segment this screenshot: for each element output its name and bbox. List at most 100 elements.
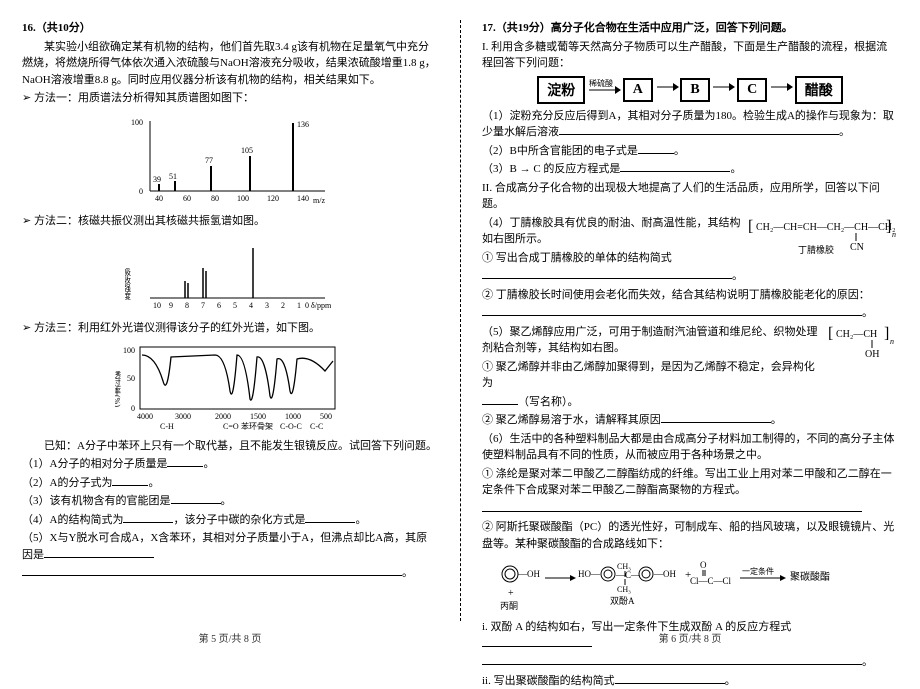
svg-text:51: 51	[169, 172, 177, 181]
left-column: 16.（共10分） 某实验小组欲确定某有机物的结构，他们首先取3.4 g该有机物…	[0, 0, 460, 620]
svg-text:100: 100	[123, 346, 135, 355]
svg-text:4000: 4000	[137, 412, 153, 421]
q17-1: （1）淀粉充分反应后得到A，其相对分子质量为180。检验生成A的操作与现象为：取…	[482, 108, 898, 141]
svg-text:6: 6	[217, 301, 221, 310]
q16-4: （4）A的结构简式为，该分子中碳的杂化方式是。	[22, 512, 438, 529]
pva-structure: [ CH₂—CH ] n OH	[828, 324, 898, 365]
footer-right: 第 6 页/共 8 页	[460, 630, 920, 645]
svg-text:40: 40	[155, 194, 163, 203]
svg-text:+: +	[508, 588, 514, 599]
q17-6-ii: ii. 写出聚碳酸酯的结构简式。	[482, 673, 898, 689]
svg-text:—OH: —OH	[517, 569, 540, 579]
svg-text:0: 0	[139, 187, 143, 196]
svg-text:77: 77	[205, 156, 213, 165]
svg-text:CH₂—CH=CH—CH₂—CH—CH₂: CH₂—CH=CH—CH₂—CH—CH₂	[756, 222, 895, 233]
svg-text:吸收强度: 吸收强度	[125, 268, 132, 301]
svg-text:C-O-C: C-O-C	[280, 422, 302, 431]
svg-text:丁腈橡胶: 丁腈橡胶	[798, 244, 834, 255]
svg-text:HO—: HO—	[578, 569, 601, 579]
svg-text:0: 0	[131, 404, 135, 413]
q16-5: （5）X与Y脱水可合成A，X含苯环，其相对分子质量小于A，但沸点却比A高，其原因…	[22, 530, 438, 563]
ir-chart: 透过率(%) 100 50 0 4000 3000 2000 1500 1000…	[22, 341, 438, 434]
svg-text:[: [	[748, 218, 753, 235]
svg-text:2000: 2000	[215, 412, 231, 421]
svg-text:1500: 1500	[250, 412, 266, 421]
svg-text:—C—: —C—	[615, 570, 641, 580]
q17-II: II. 合成高分子化合物的出现极大地提高了人们的生活品质，应用所学，回答以下问题…	[482, 180, 898, 213]
svg-text:一定条件: 一定条件	[742, 566, 774, 576]
svg-text:丙酮: 丙酮	[500, 601, 518, 611]
q16-3: （3）该有机物含有的官能团是。	[22, 493, 438, 510]
mass-spectrum-chart: 100 0 40 60 80 100 120 140 m/z 39 51 77 …	[22, 111, 438, 209]
svg-text:—OH: —OH	[653, 569, 676, 579]
svg-text:500: 500	[320, 412, 332, 421]
nitrile-structure: [ CH₂—CH=CH—CH₂—CH—CH₂ ] n CN 丁腈橡胶	[748, 215, 898, 258]
q16-1: （1）A分子的相对分子质量是。	[22, 456, 438, 473]
svg-text:]: ]	[884, 325, 889, 342]
svg-text:9: 9	[169, 301, 173, 310]
svg-text:聚碳酸酯: 聚碳酸酯	[790, 570, 830, 583]
svg-text:0 δ/ppm: 0 δ/ppm	[305, 301, 332, 310]
svg-text:80: 80	[211, 194, 219, 203]
method2-label: 方法二：核磁共振仪测出其核磁共振氢谱如图。	[22, 213, 438, 230]
svg-text:7: 7	[201, 301, 205, 310]
svg-text:60: 60	[183, 194, 191, 203]
svg-text:n: n	[890, 337, 894, 346]
svg-text:50: 50	[127, 374, 135, 383]
svg-text:4: 4	[249, 301, 253, 310]
svg-text:140: 140	[297, 194, 309, 203]
q16-2: （2）A的分子式为。	[22, 475, 438, 492]
q17-4-2: ② 丁腈橡胶长时间使用会老化而失效，结合其结构说明丁腈橡胶能老化的原因：	[482, 287, 898, 304]
svg-text:CH₃: CH₃	[617, 585, 631, 594]
pc-synthesis-scheme: —OH + HO— CH₃ —C— CH₃ —OH 双酚A + O	[482, 554, 898, 617]
known-info: 已知：A分子中苯环上只有一个取代基，且不能发生银镜反应。试回答下列问题。	[22, 438, 438, 455]
svg-text:3: 3	[265, 301, 269, 310]
svg-text:n: n	[892, 230, 896, 239]
svg-text:C-H: C-H	[160, 422, 174, 431]
q17-6-1: ① 涤纶是聚对苯二甲酸乙二醇酯纺成的纤维。写出工业上用对苯二甲酸和乙二醇在一定条…	[482, 466, 898, 499]
svg-text:100: 100	[131, 118, 143, 127]
method1-label: 方法一：用质谱法分析得知其质谱图如图下：	[22, 90, 438, 107]
svg-text:OH: OH	[865, 349, 879, 360]
svg-text:C=O: C=O	[223, 422, 239, 431]
svg-text:3000: 3000	[175, 412, 191, 421]
svg-text:CH₂—CH: CH₂—CH	[836, 329, 877, 340]
q16-intro: 某实验小组欲确定某有机物的结构，他们首先取3.4 g该有机物在足量氧气中充分燃烧…	[22, 39, 438, 89]
q17-2: （2）B中所含官能团的电子式是。	[482, 143, 898, 160]
svg-text:[: [	[828, 325, 833, 342]
q16-number: 16.（共10分）	[22, 20, 438, 37]
svg-text:1000: 1000	[285, 412, 301, 421]
svg-text:1: 1	[297, 301, 301, 310]
svg-text:苯环骨架: 苯环骨架	[241, 421, 273, 431]
svg-text:]: ]	[886, 218, 891, 235]
svg-text:C-C: C-C	[310, 422, 323, 431]
svg-text:10: 10	[153, 301, 161, 310]
svg-text:m/z: m/z	[313, 196, 325, 205]
q17-3: （3）B → C 的反应方程式是。	[482, 161, 898, 178]
svg-text:105: 105	[241, 146, 253, 155]
svg-text:5: 5	[233, 301, 237, 310]
svg-text:136: 136	[297, 120, 309, 129]
q17-6: （6）生活中的各种塑料制品大都是由合成高分子材料加工制得的，不同的高分子主体使塑…	[482, 431, 898, 464]
svg-text:透过率(%): 透过率(%)	[115, 371, 122, 407]
method3-label: 方法三：利用红外光谱仪测得该分子的红外光谱，如下图。	[22, 320, 438, 337]
q17-6-2: ② 阿斯托聚碳酸酯（PC）的透光性好，可制成车、船的挡风玻璃，以及眼镜镜片、光盘…	[482, 519, 898, 552]
footer-left: 第 5 页/共 8 页	[0, 630, 460, 645]
svg-text:Cl—C—Cl: Cl—C—Cl	[690, 576, 732, 586]
q17-I: I. 利用含多糖或葡等天然高分子物质可以生产醋酸，下面是生产醋酸的流程，根据流程…	[482, 39, 898, 72]
svg-text:100: 100	[237, 194, 249, 203]
svg-text:双酚A: 双酚A	[610, 596, 635, 606]
flow-diagram: 淀粉 稀硫酸 A B C 醋酸	[482, 76, 898, 104]
svg-text:120: 120	[267, 194, 279, 203]
nmr-chart: 吸收强度 10 9 8 7 6 5 4 3 2 1 0 δ/ppm	[22, 233, 438, 316]
svg-text:39: 39	[153, 175, 161, 184]
svg-text:O: O	[700, 560, 707, 570]
svg-text:CN: CN	[850, 242, 864, 253]
svg-text:8: 8	[185, 301, 189, 310]
column-divider	[460, 20, 461, 621]
q17-5-2: ② 聚乙烯醇易溶于水，请解释其原因。	[482, 412, 898, 429]
svg-text:2: 2	[281, 301, 285, 310]
q17-number: 17.（共19分）高分子化合物在生活中应用广泛，回答下列问题。	[482, 20, 898, 37]
svg-text:稀硫酸: 稀硫酸	[589, 78, 613, 88]
right-column: 17.（共19分）高分子化合物在生活中应用广泛，回答下列问题。 I. 利用含多糖…	[460, 0, 920, 620]
